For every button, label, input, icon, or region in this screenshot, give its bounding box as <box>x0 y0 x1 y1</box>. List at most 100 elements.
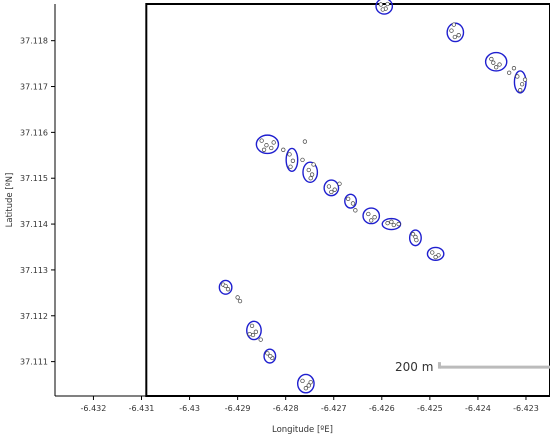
data-point <box>288 164 293 169</box>
cluster-ellipse <box>263 348 277 364</box>
data-point <box>497 62 502 67</box>
data-point <box>290 158 296 163</box>
x-tick-label: -6.431 <box>129 404 155 413</box>
x-tick-label: -6.427 <box>321 404 347 413</box>
data-point <box>303 386 309 391</box>
data-point <box>247 331 252 337</box>
cluster-ellipse <box>484 51 508 72</box>
data-point <box>452 34 457 40</box>
data-point <box>261 147 267 152</box>
cluster-ellipse <box>513 70 527 94</box>
data-point <box>225 287 231 292</box>
data-point <box>302 139 308 144</box>
data-point <box>308 176 313 181</box>
data-point <box>378 2 383 7</box>
data-point <box>311 162 316 167</box>
data-point <box>385 1 390 7</box>
cluster-ellipse <box>323 179 340 197</box>
plot-frame <box>145 3 550 397</box>
cluster-ellipse <box>255 134 280 155</box>
data-point <box>389 219 394 224</box>
data-point <box>353 208 358 213</box>
data-point <box>237 298 243 304</box>
data-point <box>515 74 520 79</box>
data-point <box>308 380 313 385</box>
scale-bar: 200 m <box>395 360 550 374</box>
data-point <box>271 140 276 145</box>
data-points <box>221 1 528 391</box>
y-tick-label: 37.115 <box>20 174 48 183</box>
data-point <box>396 221 401 227</box>
data-point <box>519 82 525 87</box>
data-point <box>309 172 315 177</box>
y-tick-label: 37.112 <box>20 312 48 321</box>
cluster-ellipse <box>296 373 315 394</box>
data-point <box>249 323 255 329</box>
data-point <box>337 181 342 186</box>
data-point <box>491 60 496 65</box>
x-tick-label: -6.423 <box>513 404 539 413</box>
data-point <box>268 353 273 359</box>
y-tick-label: 37.111 <box>20 358 48 367</box>
study-area-frame <box>145 3 550 397</box>
y-tick-label: 37.113 <box>20 266 48 275</box>
data-point <box>332 187 337 192</box>
x-tick-label: -6.428 <box>273 404 299 413</box>
data-point <box>494 65 499 70</box>
data-point <box>269 145 274 151</box>
cluster-ellipse <box>246 320 262 341</box>
data-point <box>410 232 416 237</box>
data-point <box>511 66 517 71</box>
cluster-ellipse <box>426 246 445 261</box>
data-point <box>281 147 286 152</box>
data-point <box>456 33 461 38</box>
y-tick-label: 37.114 <box>20 220 48 229</box>
cluster-ellipse <box>302 161 319 184</box>
data-point <box>380 7 385 12</box>
x-axis-title: Longitude [ºE] <box>272 425 333 435</box>
data-point <box>329 189 334 195</box>
data-point <box>391 222 396 228</box>
data-point <box>306 167 311 173</box>
data-point <box>489 56 494 62</box>
data-point <box>258 337 263 342</box>
data-point <box>253 329 259 334</box>
cluster-ellipse <box>344 193 358 209</box>
data-point <box>518 88 523 93</box>
data-point <box>326 184 332 189</box>
x-tick-label: -6.43 <box>179 404 200 413</box>
data-point <box>300 378 305 384</box>
scale-bar-label: 200 m <box>395 360 433 374</box>
data-point <box>235 295 240 300</box>
data-point <box>259 138 264 143</box>
cluster-ellipse <box>285 147 299 173</box>
data-point <box>430 250 435 255</box>
data-point <box>522 77 528 82</box>
x-tick-label: -6.429 <box>225 404 251 413</box>
axes: -6.432 -6.431 -6.43 -6.429 -6.428 -6.427 -6.42… <box>20 4 550 413</box>
cluster-ellipse <box>408 229 422 247</box>
data-point <box>306 383 311 388</box>
y-tick-label: 37.116 <box>20 128 48 137</box>
data-point <box>369 218 374 223</box>
data-point <box>449 28 454 33</box>
x-tick-label: -6.426 <box>369 404 395 413</box>
data-point <box>346 196 351 202</box>
data-point <box>223 283 228 289</box>
cluster-ellipses <box>218 0 527 394</box>
cluster-ellipse <box>375 0 394 15</box>
cluster-ellipse <box>218 279 233 295</box>
x-tick-label: -6.424 <box>465 404 491 413</box>
data-point <box>350 201 356 206</box>
x-tick-label: -6.425 <box>417 404 443 413</box>
cluster-ellipse <box>362 207 381 225</box>
y-tick-label: 37.117 <box>20 83 48 92</box>
data-point <box>507 70 512 75</box>
data-point <box>300 157 305 163</box>
x-tick-label: -6.432 <box>81 404 107 413</box>
data-point <box>413 234 418 240</box>
y-axis-title: Latitude [ºN] <box>5 173 15 228</box>
data-point <box>451 22 457 27</box>
y-tick-label: 37.118 <box>20 37 48 46</box>
data-point <box>366 211 371 217</box>
